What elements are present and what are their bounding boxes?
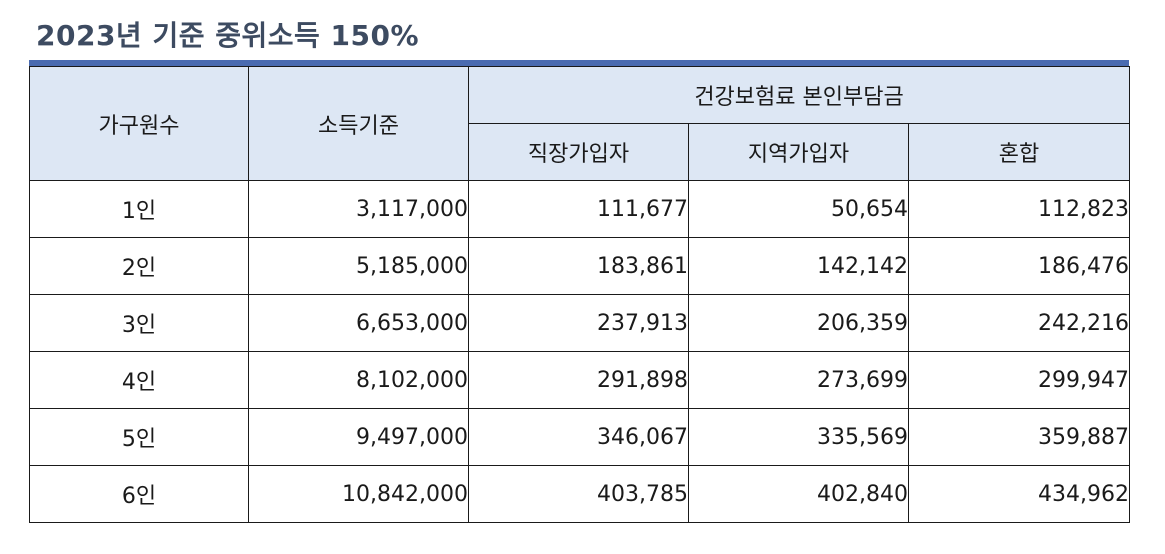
cell-mixed: 359,887: [907, 408, 1131, 466]
table-row: 4인 8,102,000 291,898 273,699 299,947: [29, 351, 1131, 409]
cell-regional: 142,142: [688, 237, 909, 295]
cell-mixed: 112,823: [907, 180, 1131, 238]
cell-income: 8,102,000: [248, 351, 469, 409]
cell-income: 6,653,000: [248, 294, 469, 352]
cell-household: 3인: [29, 294, 249, 352]
table-body: 1인 3,117,000 111,677 50,654 112,823 2인 5…: [29, 180, 1131, 523]
table-row: 3인 6,653,000 237,913 206,359 242,216: [29, 294, 1131, 352]
cell-household: 1인: [29, 180, 249, 238]
cell-regional: 206,359: [688, 294, 909, 352]
accent-bar: [29, 60, 1129, 66]
cell-employee: 237,913: [468, 294, 689, 352]
cell-employee: 403,785: [468, 465, 689, 523]
cell-household: 6인: [29, 465, 249, 523]
cell-mixed: 434,962: [907, 465, 1131, 523]
cell-regional: 335,569: [688, 408, 909, 466]
income-table: 가구원수 소득기준 건강보험료 본인부담금 직장가입자 지역가입자 혼합 1인 …: [29, 66, 1131, 523]
cell-regional: 402,840: [688, 465, 909, 523]
cell-regional: 50,654: [688, 180, 909, 238]
cell-income: 9,497,000: [248, 408, 469, 466]
header-row-bottom: 직장가입자 지역가입자 혼합: [30, 123, 1131, 181]
table-row: 6인 10,842,000 403,785 402,840 434,962: [29, 465, 1131, 523]
cell-employee: 183,861: [468, 237, 689, 295]
table-header: 가구원수 소득기준 건강보험료 본인부담금 직장가입자 지역가입자 혼합: [29, 66, 1131, 181]
header-income: 소득기준: [248, 66, 469, 181]
cell-employee: 346,067: [468, 408, 689, 466]
table-row: 2인 5,185,000 183,861 142,142 186,476: [29, 237, 1131, 295]
header-premium-group: 건강보험료 본인부담금: [467, 66, 1131, 124]
header-regional: 지역가입자: [688, 123, 909, 181]
header-row-top: 가구원수 소득기준 건강보험료 본인부담금: [29, 66, 1131, 181]
header-employee: 직장가입자: [468, 123, 689, 181]
cell-employee: 291,898: [468, 351, 689, 409]
cell-mixed: 242,216: [907, 294, 1131, 352]
cell-regional: 273,699: [688, 351, 909, 409]
header-household: 가구원수: [29, 66, 249, 181]
cell-mixed: 186,476: [907, 237, 1131, 295]
cell-income: 10,842,000: [248, 465, 469, 523]
cell-income: 5,185,000: [248, 237, 469, 295]
cell-employee: 111,677: [468, 180, 689, 238]
cell-income: 3,117,000: [248, 180, 469, 238]
cell-mixed: 299,947: [907, 351, 1131, 409]
cell-household: 4인: [29, 351, 249, 409]
header-mixed: 혼합: [907, 123, 1131, 181]
table-row: 5인 9,497,000 346,067 335,569 359,887: [29, 408, 1131, 466]
table-row: 1인 3,117,000 111,677 50,654 112,823: [29, 180, 1131, 238]
page-title: 2023년 기준 중위소득 150%: [36, 19, 419, 52]
cell-household: 2인: [29, 237, 249, 295]
cell-household: 5인: [29, 408, 249, 466]
